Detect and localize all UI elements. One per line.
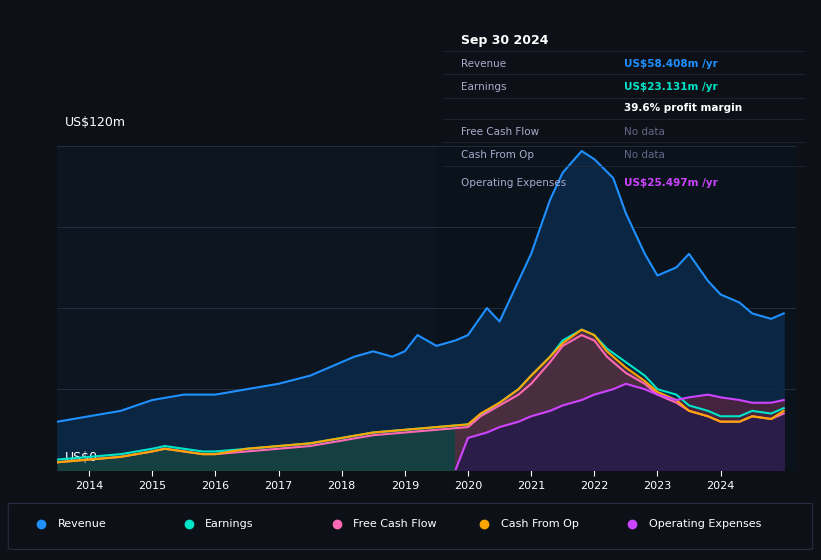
- Text: Operating Expenses: Operating Expenses: [649, 519, 761, 529]
- Text: Free Cash Flow: Free Cash Flow: [353, 519, 437, 529]
- Text: Earnings: Earnings: [205, 519, 254, 529]
- Text: No data: No data: [624, 127, 665, 137]
- Text: No data: No data: [624, 150, 665, 160]
- Text: US$0: US$0: [65, 451, 98, 464]
- Text: Operating Expenses: Operating Expenses: [461, 178, 566, 188]
- Text: Revenue: Revenue: [57, 519, 106, 529]
- Text: 39.6% profit margin: 39.6% profit margin: [624, 103, 742, 113]
- Text: US$25.497m /yr: US$25.497m /yr: [624, 178, 718, 188]
- Text: Free Cash Flow: Free Cash Flow: [461, 127, 539, 137]
- Text: US$120m: US$120m: [65, 116, 126, 129]
- Text: Cash From Op: Cash From Op: [461, 150, 534, 160]
- Text: Sep 30 2024: Sep 30 2024: [461, 34, 549, 47]
- Text: Earnings: Earnings: [461, 82, 507, 92]
- Bar: [437, 146, 796, 470]
- Text: US$58.408m /yr: US$58.408m /yr: [624, 59, 718, 69]
- Text: US$23.131m /yr: US$23.131m /yr: [624, 82, 718, 92]
- Text: Cash From Op: Cash From Op: [501, 519, 579, 529]
- Text: Revenue: Revenue: [461, 59, 507, 69]
